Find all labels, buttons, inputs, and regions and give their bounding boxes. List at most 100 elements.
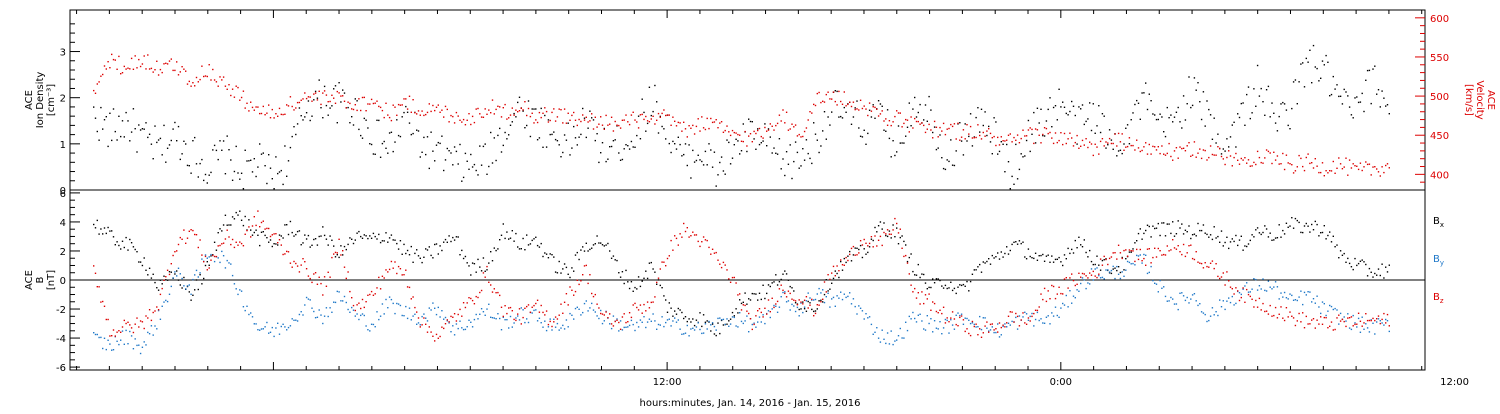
bz-series-point — [814, 312, 817, 315]
bz-series-point — [462, 302, 465, 304]
bz-series-point — [950, 317, 952, 319]
bz-series-point — [1240, 296, 1242, 299]
right-y-tick-label: 450 — [1430, 131, 1449, 142]
by-series-point — [1033, 325, 1035, 327]
bx-series-point — [480, 270, 483, 272]
by-series-point — [1143, 253, 1145, 256]
by-series-point — [1146, 272, 1149, 275]
bx-series-point — [1011, 243, 1013, 246]
density-series-point — [94, 117, 97, 119]
by-series-point — [867, 317, 869, 319]
by-series-point — [679, 328, 681, 330]
bz-series-point — [150, 319, 153, 322]
by-series-point — [868, 316, 871, 318]
bz-series-point — [1179, 251, 1181, 253]
velocity-series-point — [370, 98, 373, 101]
bx-series-point — [148, 267, 151, 269]
by-series-point — [984, 317, 986, 319]
bz-series-point — [1074, 284, 1076, 287]
velocity-series-point — [758, 127, 761, 130]
by-series-point — [1325, 314, 1327, 317]
bz-series-point — [1143, 257, 1145, 260]
bx-series-point — [280, 235, 282, 237]
velocity-series-point — [1329, 170, 1331, 172]
bx-series-point — [645, 270, 647, 272]
velocity-series-point — [195, 76, 198, 79]
by-series-point — [392, 302, 394, 305]
by-series-point — [1318, 306, 1320, 308]
bz-series-point — [1343, 320, 1345, 323]
bx-series-point — [1206, 233, 1208, 236]
velocity-series-point — [715, 119, 717, 121]
by-series-point — [148, 333, 151, 335]
by-series-point — [1302, 303, 1304, 306]
density-series-point — [831, 111, 833, 113]
velocity-series-point — [1352, 163, 1354, 165]
bx-series-point — [1076, 247, 1078, 249]
bx-series-point — [896, 227, 898, 229]
by-series-point — [1345, 320, 1347, 322]
bx-series-point — [298, 230, 301, 232]
by-series-point — [219, 261, 221, 264]
velocity-series-point — [132, 68, 135, 70]
bz-series-point — [376, 287, 378, 289]
by-series-point — [778, 306, 781, 308]
by-series-point — [278, 333, 281, 335]
bx-series-point — [96, 219, 98, 222]
velocity-series-point — [637, 127, 640, 129]
velocity-series-point — [735, 132, 737, 134]
bz-series-point — [627, 321, 629, 323]
velocity-series-point — [385, 102, 387, 104]
bz-series-point — [1341, 318, 1344, 321]
bz-series-point — [188, 230, 190, 232]
velocity-series-point — [506, 118, 508, 120]
bz-series-point — [1219, 277, 1221, 280]
by-series-point — [426, 320, 429, 322]
density-series-point — [536, 139, 539, 141]
bz-series-point — [1246, 288, 1248, 291]
bx-series-point — [728, 320, 730, 322]
bx-series-point — [309, 246, 311, 248]
velocity-series-point — [942, 122, 945, 125]
bz-series-point — [843, 264, 845, 266]
bz-series-point — [1015, 312, 1017, 315]
by-series-point — [807, 292, 809, 294]
bz-series-point — [942, 306, 945, 308]
by-series-point — [1063, 304, 1066, 306]
density-series-point — [166, 147, 169, 149]
bz-series-point — [782, 289, 784, 291]
velocity-series-point — [1287, 162, 1289, 164]
density-series-point — [897, 125, 900, 127]
bx-series-point — [260, 231, 263, 233]
by-series-point — [295, 319, 297, 321]
velocity-series-point — [879, 113, 882, 115]
bz-series-point — [926, 298, 928, 300]
bz-series-point — [170, 263, 172, 265]
by-series-point — [399, 304, 402, 307]
by-series-point — [1312, 298, 1315, 300]
bz-series-point — [224, 238, 227, 240]
bx-series-point — [114, 244, 116, 246]
by-series-point — [690, 328, 692, 330]
bz-series-point — [134, 323, 136, 325]
density-series-point — [1085, 120, 1087, 123]
density-series-point — [1045, 120, 1048, 122]
bx-series-point — [583, 250, 586, 252]
density-series-point — [1348, 106, 1351, 108]
by-series-point — [782, 291, 784, 294]
velocity-series-point — [793, 126, 795, 128]
by-series-point — [740, 320, 743, 323]
bx-series-point — [157, 289, 160, 291]
by-series-point — [1309, 291, 1311, 293]
bz-series-point — [309, 277, 311, 280]
by-series-point — [576, 306, 578, 308]
bz-series-point — [114, 335, 116, 337]
velocity-series-point — [269, 117, 272, 119]
bx-series-point — [601, 244, 604, 246]
bz-series-point — [789, 292, 791, 295]
by-series-point — [661, 316, 663, 318]
by-series-point — [349, 311, 351, 313]
velocity-series-point — [464, 124, 467, 126]
density-series-point — [120, 135, 122, 138]
